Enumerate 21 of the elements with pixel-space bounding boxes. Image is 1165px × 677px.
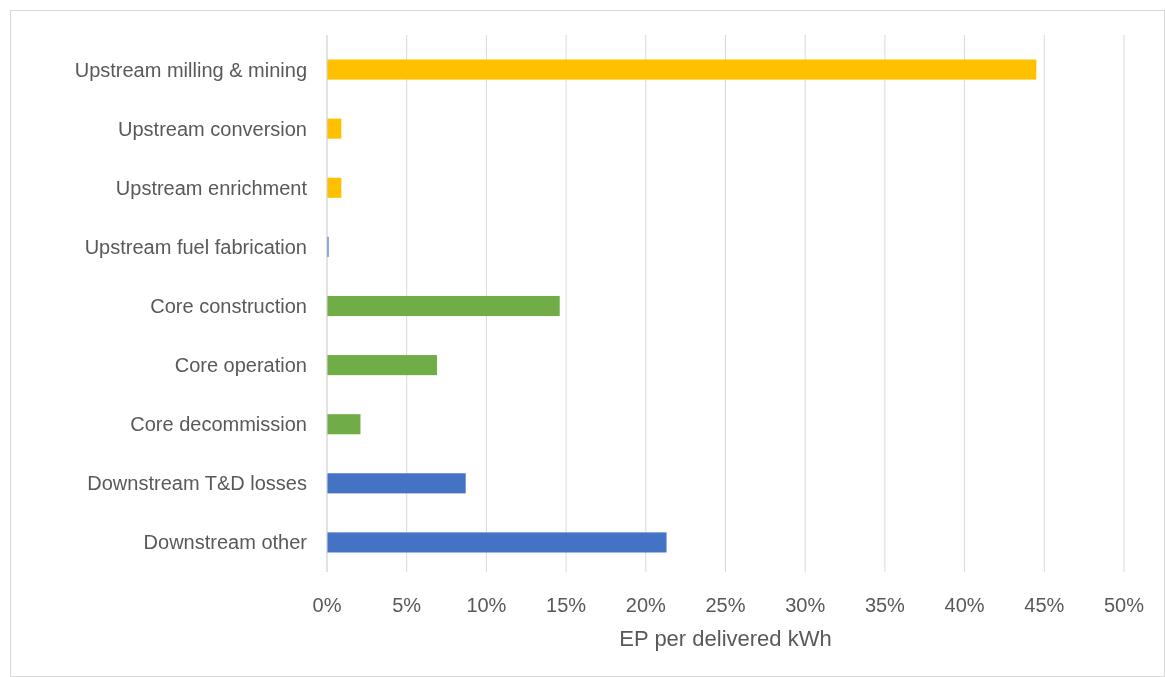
x-tick-label: 50% <box>1103 594 1145 616</box>
y-tick-label: Core decommission <box>130 413 307 436</box>
x-tick-label: 15% <box>546 594 587 616</box>
x-tick-label: 35% <box>864 594 906 616</box>
x-axis-title: EP per delivered kWh <box>619 626 832 651</box>
x-tick-label: 20% <box>625 594 667 616</box>
x-tick-label: 40% <box>944 594 985 616</box>
x-tick-label: 45% <box>1024 594 1065 616</box>
y-tick-label: Upstream milling & mining <box>74 58 307 81</box>
y-tick-label: Upstream conversion <box>118 117 307 140</box>
x-tick-label: 10% <box>466 594 507 616</box>
y-tick-label: Core operation <box>174 354 307 377</box>
y-tick-label: Downstream other <box>143 531 308 554</box>
y-tick-label: Upstream fuel fabrication <box>84 235 307 258</box>
x-tick-label: 5% <box>392 594 422 616</box>
y-tick-label: Downstream T&D losses <box>87 472 307 495</box>
x-tick-label: 30% <box>785 594 826 616</box>
y-tick-label: Core construction <box>150 295 307 317</box>
x-tick-label: 25% <box>705 594 746 616</box>
x-tick-label: 0% <box>312 594 342 616</box>
y-tick-label: Upstream enrichment <box>115 176 308 199</box>
